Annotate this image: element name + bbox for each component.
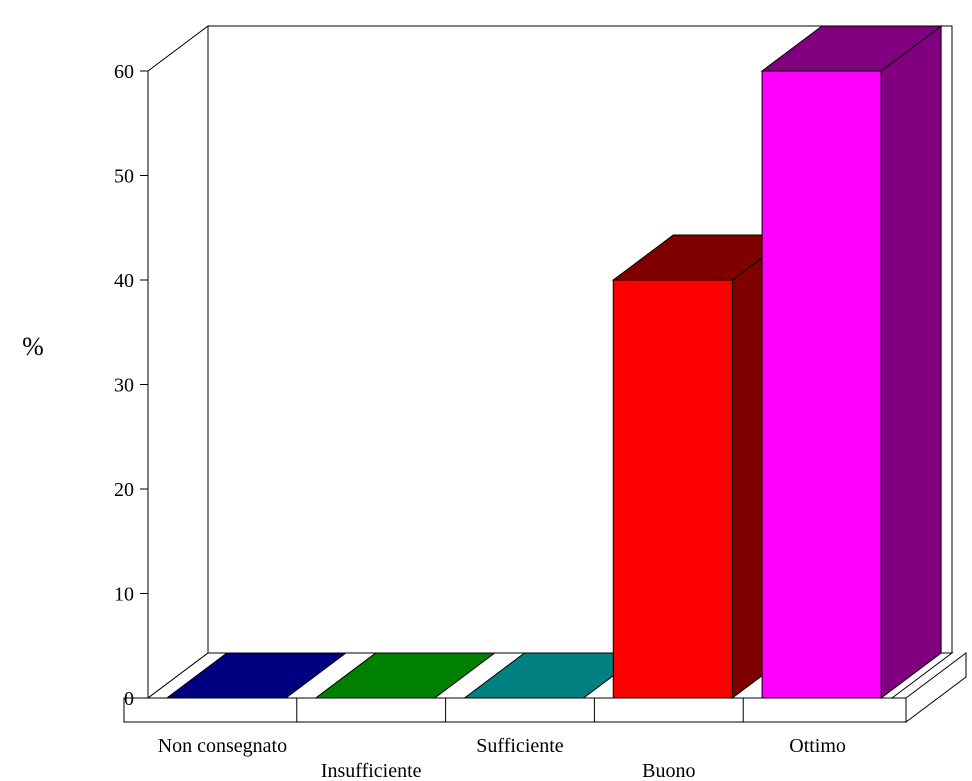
bar-top xyxy=(165,652,348,699)
bar-top xyxy=(314,652,497,699)
x-tick-label: Buono xyxy=(642,760,695,781)
x-tick-label: Insufficiente xyxy=(321,760,422,781)
y-axis: 0 10 20 30 40 50 60 xyxy=(114,61,148,710)
bar-front xyxy=(761,70,882,699)
bar-top xyxy=(760,25,943,72)
y-axis-label: % xyxy=(22,332,44,361)
bar xyxy=(165,652,348,699)
x-tick-label: Non consegnato xyxy=(158,735,287,757)
y-tick-label: 30 xyxy=(114,375,134,397)
bar-front xyxy=(612,279,733,699)
y-tick-label: 40 xyxy=(114,270,134,292)
x-axis: Non consegnato Insufficiente Sufficiente Bu… xyxy=(158,698,846,781)
bar-side xyxy=(880,25,942,699)
bar xyxy=(314,652,497,699)
bars xyxy=(165,25,943,699)
bar xyxy=(760,25,943,699)
y-tick-label: 10 xyxy=(114,584,134,606)
base-front xyxy=(123,697,907,723)
base-side xyxy=(905,652,967,723)
x-tick-label: Sufficiente xyxy=(476,735,564,757)
y-tick-label: 0 xyxy=(124,688,134,710)
x-tick-label: Ottimo xyxy=(789,735,846,757)
left-wall xyxy=(147,25,209,699)
y-tick-label: 60 xyxy=(114,61,134,83)
y-tick-label: 20 xyxy=(114,479,134,501)
y-tick-label: 50 xyxy=(114,166,134,188)
